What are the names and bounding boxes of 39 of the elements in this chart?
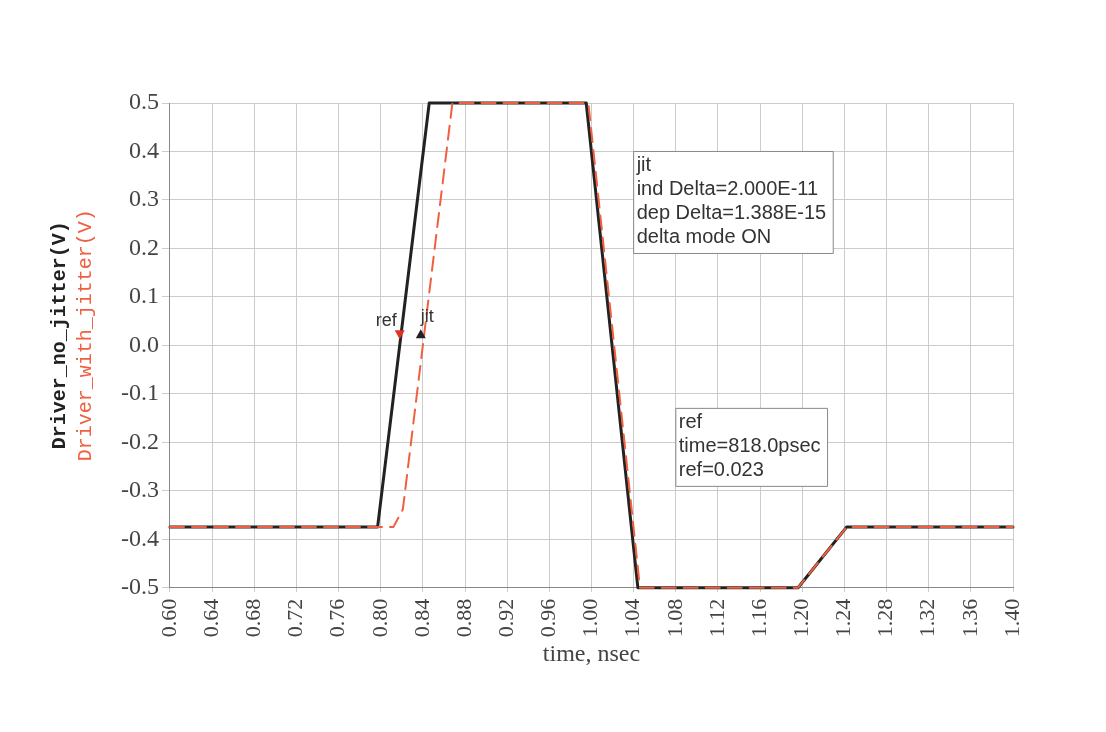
x-tick-label: 1.32 bbox=[914, 598, 940, 638]
y-tick-label: -0.1 bbox=[120, 379, 159, 406]
annotation: jit bbox=[419, 306, 434, 327]
annotation: ref bbox=[375, 310, 398, 331]
annotation: jit ind Delta=2.000E-11 dep Delta=1.388E-15 delta mode ON bbox=[635, 152, 827, 247]
x-tick-label: 0.80 bbox=[366, 598, 392, 638]
y-tick-label: 0.3 bbox=[128, 185, 159, 212]
text: Driver_no_jitter(V) bbox=[48, 221, 72, 450]
x-tick-label: 0.68 bbox=[240, 598, 266, 638]
x-tick-label: 0.60 bbox=[155, 598, 181, 638]
x-axis-title: time, nsec bbox=[542, 639, 641, 666]
x-tick-label: 0.76 bbox=[324, 598, 350, 638]
y-tick-label: -0.4 bbox=[120, 524, 159, 551]
y-tick-label: 0.0 bbox=[128, 330, 159, 357]
x-tick-label: 0.84 bbox=[408, 598, 434, 638]
y-tick-label: 0.5 bbox=[128, 88, 159, 115]
x-tick-label: 1.16 bbox=[745, 598, 771, 638]
x-tick-label: 0.88 bbox=[450, 598, 476, 638]
x-tick-label: 0.72 bbox=[282, 598, 308, 638]
x-tick-label: 1.24 bbox=[830, 598, 856, 638]
annotation: ref time=818.0psec ref=0.023 bbox=[678, 409, 821, 480]
x-tick-label: 1.00 bbox=[577, 598, 603, 638]
x-tick-label: 0.96 bbox=[535, 598, 561, 638]
y-tick-label: 0.4 bbox=[128, 136, 159, 163]
text: Driver_with_jitter(V) bbox=[74, 209, 98, 462]
x-tick-label: 1.08 bbox=[661, 598, 687, 638]
y-tick-label: 0.1 bbox=[128, 282, 159, 309]
x-tick-label: 1.12 bbox=[703, 598, 729, 638]
y-tick-label: -0.5 bbox=[120, 573, 159, 599]
x-tick-label: 1.36 bbox=[956, 598, 982, 638]
x-tick-label: 1.40 bbox=[998, 598, 1024, 638]
x-tick-label: 1.28 bbox=[872, 598, 898, 638]
y-tick-label: 0.2 bbox=[128, 233, 159, 260]
x-tick-label: 1.04 bbox=[619, 598, 645, 638]
y-tick-label: -0.2 bbox=[120, 427, 159, 454]
y-tick-label: -0.3 bbox=[120, 476, 159, 503]
x-tick-label: 1.20 bbox=[788, 598, 814, 638]
x-tick-label: 0.64 bbox=[197, 598, 223, 638]
x-tick-label: 0.92 bbox=[492, 598, 518, 638]
